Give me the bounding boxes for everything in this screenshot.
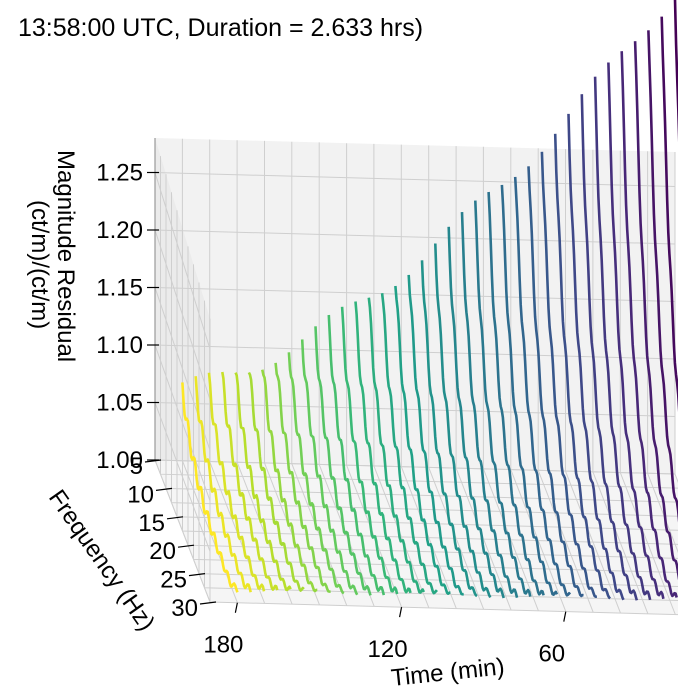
data-series-curve — [274, 362, 331, 593]
grid-line — [176, 210, 678, 531]
data-series-curve — [207, 372, 266, 592]
y-tick-mark — [155, 487, 173, 491]
data-series-curve — [314, 326, 372, 596]
x-tick-mark — [563, 611, 567, 622]
data-series-curve — [407, 274, 464, 596]
data-series-curve — [194, 376, 252, 593]
data-series-curve — [234, 372, 292, 592]
data-series-curve — [221, 371, 279, 591]
data-series-curve — [300, 339, 359, 596]
x-tick-label: 120 — [368, 636, 408, 663]
y-tick-mark — [177, 544, 195, 548]
y-tick-label: 30 — [171, 595, 198, 622]
z-tick-label: 1.10 — [96, 332, 143, 359]
data-series-curve — [540, 151, 598, 599]
data-series-curve — [500, 184, 559, 597]
data-series-curve — [394, 285, 451, 596]
grid-line — [209, 318, 678, 616]
data-series-curve — [593, 76, 652, 601]
z-tick-label: 1.15 — [96, 275, 143, 302]
z-axis-label-line1: Magnitude Residual — [52, 150, 79, 362]
data-series-curve — [367, 297, 425, 594]
z-tick-label: 1.25 — [96, 160, 143, 187]
grid-line — [171, 192, 678, 517]
data-series-curve — [620, 51, 678, 598]
data-series-curve — [420, 260, 478, 598]
y-tick-mark — [199, 601, 217, 605]
data-series-curve — [181, 382, 239, 593]
data-series-curve — [247, 371, 305, 592]
data-curves — [181, 0, 678, 601]
data-series-curve — [580, 94, 639, 601]
y-tick-label: 20 — [149, 538, 176, 565]
data-series-curve — [647, 30, 678, 523]
data-series-curve — [460, 212, 519, 598]
data-series-curve — [434, 243, 492, 598]
grid-line — [198, 282, 678, 587]
data-series-curve — [340, 306, 399, 595]
y-tick-label: 10 — [127, 481, 154, 508]
data-series-curve — [474, 200, 532, 597]
data-series-curve — [327, 314, 386, 596]
grid-line — [204, 300, 678, 602]
x-tick-mark — [398, 607, 403, 618]
z-axis-label-line2: (ct/m)/(ct/m) — [26, 200, 53, 329]
grid-line — [193, 264, 678, 573]
data-series-curve — [447, 226, 505, 599]
y-tick-label: 25 — [160, 567, 187, 594]
x-tick-mark — [234, 602, 238, 613]
data-series-curve — [553, 133, 612, 600]
grid-line — [160, 156, 678, 489]
grid-line — [182, 228, 678, 545]
z-tick-label: 1.00 — [96, 447, 143, 474]
x-tick-label: 60 — [538, 641, 565, 668]
y-tick-mark — [144, 459, 162, 463]
data-series-curve — [487, 191, 545, 596]
chart-title: 13:58:00 UTC, Duration = 2.633 hrs) — [18, 14, 424, 42]
data-series-curve — [354, 301, 412, 594]
x-tick-label: 180 — [203, 632, 243, 659]
z-tick-label: 1.20 — [96, 217, 143, 244]
y-tick-label: 15 — [138, 510, 165, 537]
grid-line — [187, 246, 678, 559]
z-tick-label: 1.05 — [96, 390, 143, 417]
data-series-curve — [607, 62, 665, 600]
data-series-curve — [287, 352, 345, 595]
data-series-curve — [660, 16, 678, 413]
data-series-curve — [513, 176, 572, 597]
data-series-curve — [261, 369, 318, 593]
data-series-curve — [380, 293, 438, 595]
y-tick-mark — [166, 516, 184, 520]
y-tick-label: 5 — [130, 453, 143, 480]
y-tick-mark — [188, 573, 206, 577]
data-series-curve — [527, 166, 584, 598]
data-series-curve — [633, 41, 678, 581]
data-series-curve — [567, 113, 625, 601]
